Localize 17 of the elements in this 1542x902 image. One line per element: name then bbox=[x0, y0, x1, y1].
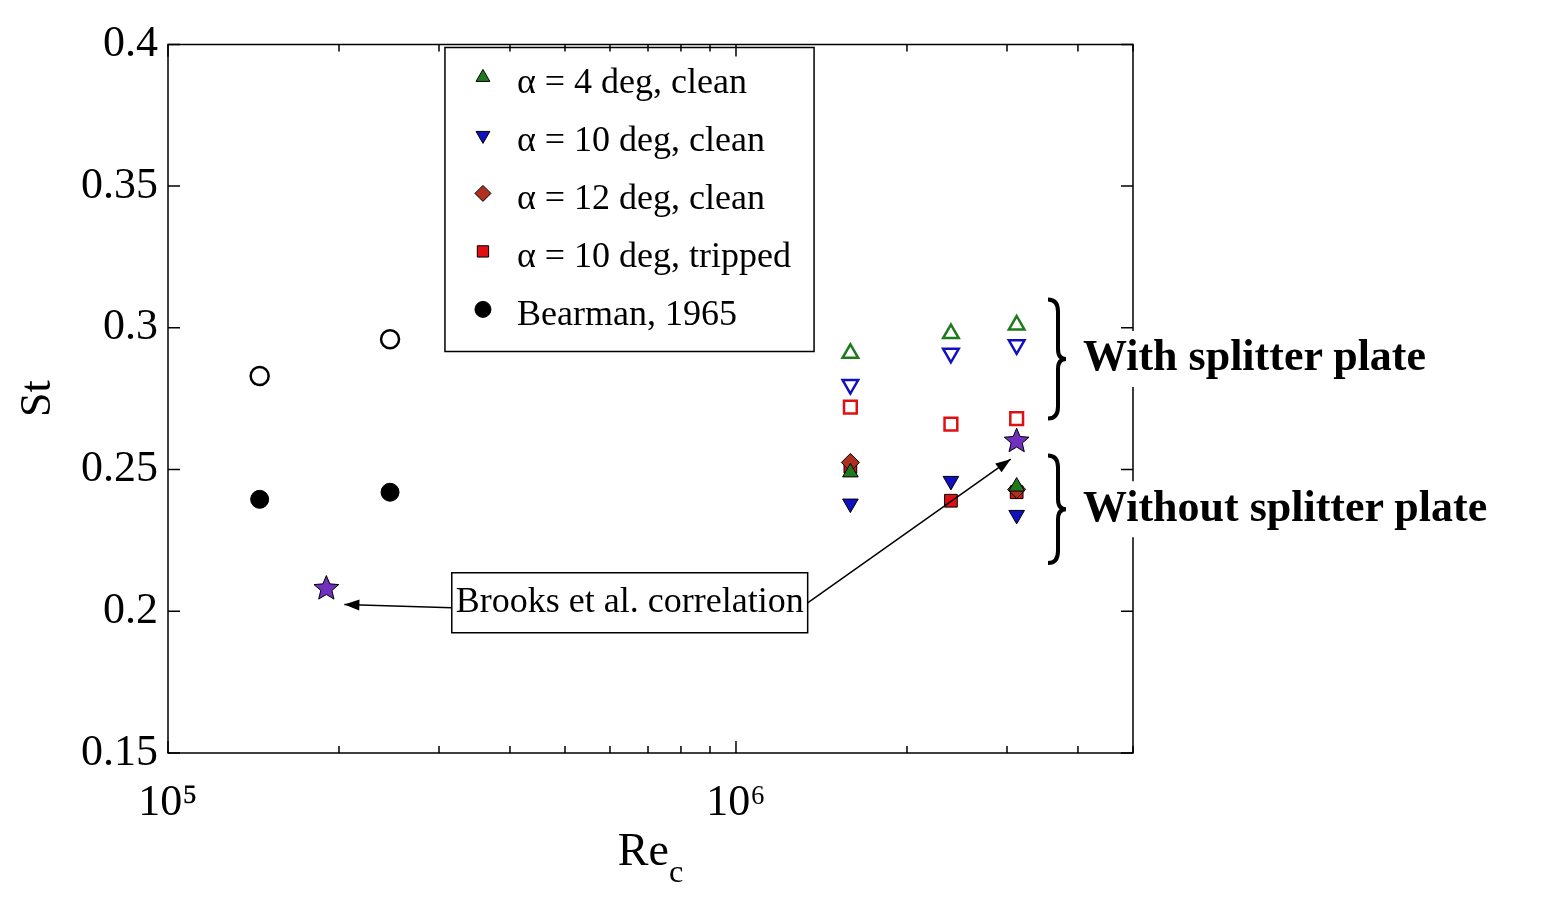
y-axis-title: St bbox=[10, 380, 60, 418]
y-tick-label: 0.15 bbox=[81, 725, 158, 775]
x-tick-label: 10⁶ bbox=[706, 775, 766, 825]
legend-label: α = 10 deg, clean bbox=[516, 118, 766, 159]
annotation: Brooks et al. correlation bbox=[455, 580, 804, 621]
y-tick-label: 0.3 bbox=[103, 300, 158, 350]
y-tick-label: 0.25 bbox=[81, 442, 158, 492]
legend-label: Bearman, 1965 bbox=[516, 292, 737, 333]
annotation: Without splitter plate bbox=[1083, 481, 1488, 531]
legend-label: α = 10 deg, tripped bbox=[516, 234, 792, 275]
x-tick-label: 10⁵ bbox=[138, 775, 198, 825]
legend-label: α = 12 deg, clean bbox=[516, 176, 766, 217]
legend-label: α = 4 deg, clean bbox=[516, 60, 748, 101]
y-tick-label: 0.4 bbox=[103, 16, 158, 66]
y-tick-label: 0.35 bbox=[81, 158, 158, 208]
y-tick-label: 0.2 bbox=[103, 583, 158, 633]
annotation: With splitter plate bbox=[1083, 331, 1427, 381]
